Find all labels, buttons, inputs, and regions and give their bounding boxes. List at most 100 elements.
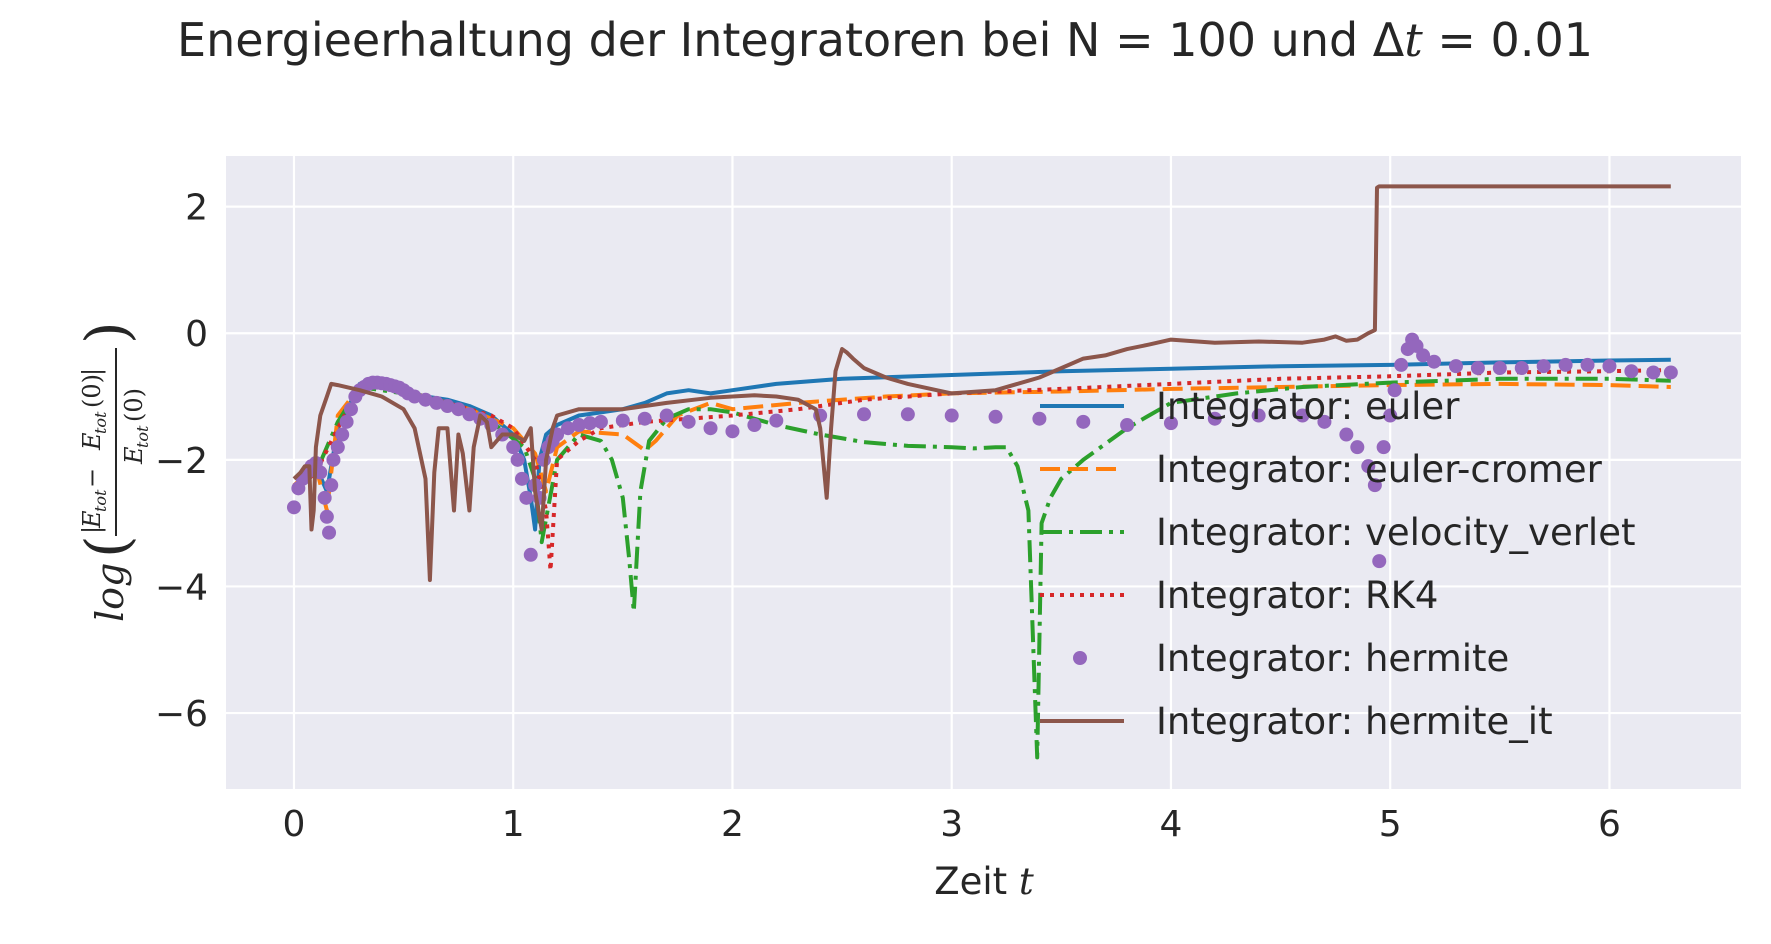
data-point	[769, 413, 784, 428]
data-point	[339, 414, 354, 429]
svg-text:tot: tot	[133, 425, 152, 448]
legend-label: Integrator: euler	[1156, 385, 1460, 428]
data-point	[1448, 359, 1463, 374]
data-point	[514, 471, 529, 486]
data-point	[440, 399, 455, 414]
svg-text:E: E	[120, 446, 148, 465]
svg-text:−: −	[78, 468, 106, 488]
svg-text:log: log	[88, 563, 132, 622]
data-point	[988, 409, 1003, 424]
legend-label: Integrator: hermite_it	[1156, 700, 1553, 743]
data-point	[286, 500, 301, 515]
data-point	[1361, 459, 1376, 474]
data-point	[330, 440, 345, 455]
data-point	[857, 407, 872, 422]
data-point	[1251, 408, 1266, 423]
y-tick-label: −6	[155, 694, 208, 735]
data-point	[519, 490, 534, 505]
series-line	[292, 381, 1671, 513]
data-point	[1350, 440, 1365, 455]
data-point	[1536, 359, 1551, 374]
x-tick-label: 2	[721, 804, 744, 845]
y-tick-label: 2	[185, 188, 208, 229]
data-point	[429, 395, 444, 410]
data-point	[1372, 554, 1387, 569]
data-point	[1624, 364, 1639, 379]
data-point	[561, 421, 576, 436]
data-point	[326, 452, 341, 467]
data-point	[1646, 365, 1661, 380]
legend-label: Integrator: velocity_verlet	[1156, 511, 1635, 554]
chart-title: Energieerhaltung der Integratoren bei N …	[177, 13, 1593, 67]
data-point	[1580, 357, 1595, 372]
data-point	[659, 408, 674, 423]
data-point	[1514, 361, 1529, 376]
series-hermite-it	[292, 184, 1671, 583]
data-point	[1663, 365, 1678, 380]
data-point	[1427, 354, 1442, 369]
data-point	[1394, 357, 1409, 372]
svg-text:): )	[73, 321, 141, 344]
legend-label: Integrator: hermite	[1156, 637, 1509, 680]
legend-label: Integrator: RK4	[1156, 574, 1438, 617]
data-point	[451, 402, 466, 417]
data-point	[324, 478, 339, 493]
data-point	[1317, 414, 1332, 429]
data-point	[1602, 359, 1617, 374]
data-point	[343, 402, 358, 417]
svg-text:tot: tot	[91, 489, 110, 512]
x-tick-label: 1	[502, 804, 525, 845]
y-tick-label: −2	[155, 441, 208, 482]
data-point	[1295, 408, 1310, 423]
y-tick-label: 0	[185, 314, 208, 355]
series-layer	[286, 184, 1678, 760]
series-hermite	[286, 332, 1678, 569]
data-point	[1376, 440, 1391, 455]
data-point	[1076, 414, 1091, 429]
data-point	[1383, 408, 1398, 423]
legend-item: Integrator: hermite_it	[1040, 700, 1553, 743]
grid	[226, 156, 1741, 789]
data-point	[523, 547, 538, 562]
data-point	[637, 411, 652, 426]
data-point	[1120, 418, 1135, 433]
legend-item: Integrator: euler-cromer	[1040, 448, 1603, 491]
svg-text:E: E	[78, 510, 106, 529]
legend-label: Integrator: euler-cromer	[1156, 448, 1603, 491]
data-point	[1163, 416, 1178, 431]
data-point	[335, 427, 350, 442]
data-point	[900, 407, 915, 422]
svg-text:|: |	[78, 368, 107, 376]
legend-item: Integrator: euler	[1040, 385, 1460, 428]
data-point	[681, 414, 696, 429]
data-point	[725, 424, 740, 439]
data-point	[506, 440, 521, 455]
x-tick-label: 6	[1598, 804, 1621, 845]
svg-text:(0): (0)	[78, 374, 106, 408]
series-euler-cromer	[292, 381, 1671, 513]
svg-text:(: (	[73, 535, 141, 558]
x-tick-label: 3	[940, 804, 963, 845]
svg-text:|: |	[78, 526, 107, 534]
tick-labels: 0 1 2 3 4 5 6 2 0 −2 −4 −6	[155, 188, 1621, 845]
legend-item: Integrator: hermite	[1073, 637, 1509, 680]
data-point	[510, 452, 525, 467]
data-point	[407, 389, 422, 404]
svg-text:(0): (0)	[120, 388, 148, 422]
data-point	[571, 418, 586, 433]
data-point	[1416, 348, 1431, 363]
x-tick-label: 5	[1379, 804, 1402, 845]
data-point	[1470, 361, 1485, 376]
data-point	[703, 421, 718, 436]
data-point	[317, 490, 332, 505]
data-point	[593, 414, 608, 429]
x-axis-label: Zeit t	[934, 860, 1034, 903]
data-point	[418, 392, 433, 407]
data-point	[1492, 361, 1507, 376]
svg-text:tot: tot	[91, 411, 110, 434]
svg-text:E: E	[78, 432, 106, 451]
data-point	[944, 408, 959, 423]
data-point	[1339, 427, 1354, 442]
plot-area	[226, 156, 1741, 789]
